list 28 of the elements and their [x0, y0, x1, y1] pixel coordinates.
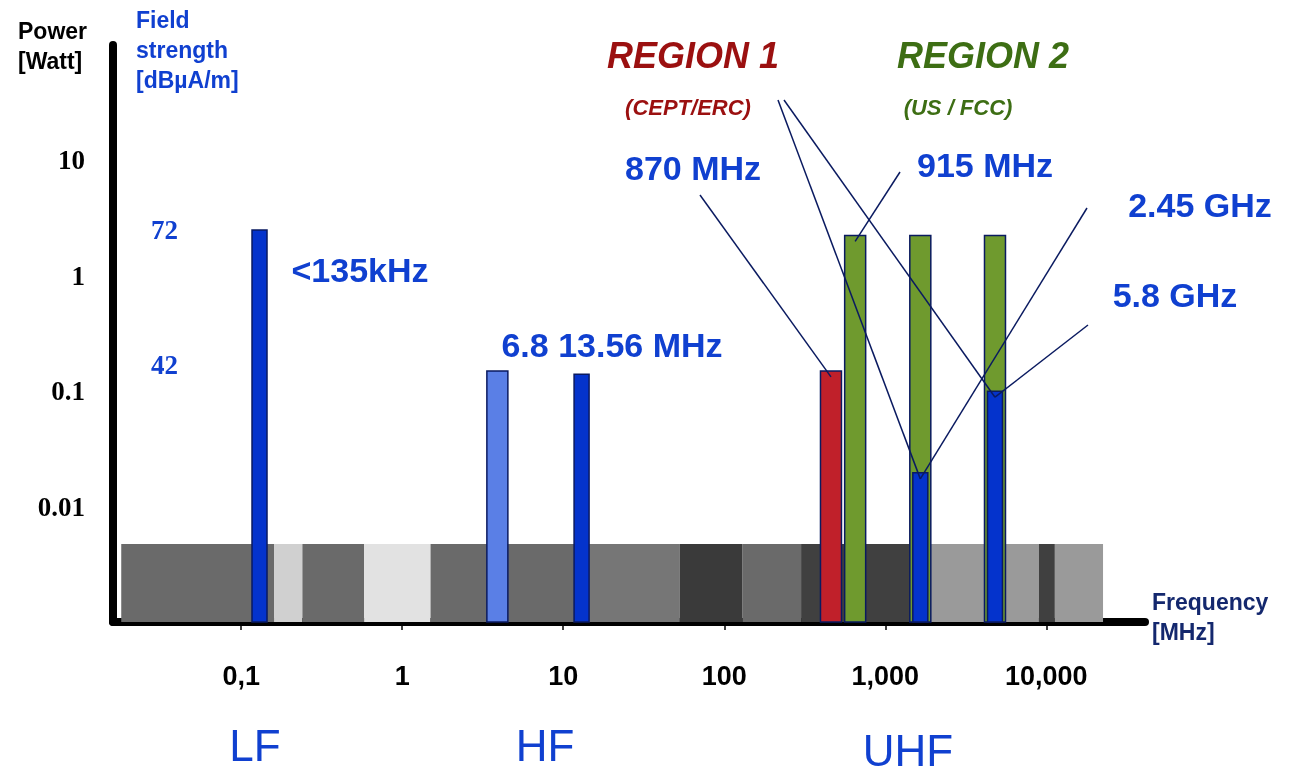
annotation: 2.45 GHz: [1128, 186, 1272, 224]
annotation: REGION 2: [896, 34, 1070, 76]
annotation: <135kHz: [291, 250, 429, 289]
y-tick-label: 0.01: [37, 491, 85, 522]
x-tick-label: 10: [548, 660, 579, 691]
y2-tick-label: 42: [151, 350, 178, 381]
x-tick-label: 100: [701, 660, 747, 691]
text: LF: [229, 720, 281, 770]
annotation: 915 MHz: [916, 146, 1054, 184]
text: UHF: [862, 725, 954, 773]
annotation: (US / FCC): [903, 94, 1013, 120]
text: HF: [515, 720, 575, 770]
annotation: 6.8 13.56 MHz: [501, 326, 723, 364]
x-tick-label: 1,000: [851, 660, 920, 691]
annotation: REGION 1: [606, 34, 780, 76]
x-axis-title: Frequency [MHz]: [1152, 589, 1275, 645]
y-tick-label: 1: [71, 260, 85, 291]
x-tick-label: 1: [394, 660, 410, 691]
annotation: 5.8 GHz: [1112, 276, 1238, 314]
x-tick-label: 10,000: [1005, 660, 1088, 691]
y-axis-title: Power [Watt]: [18, 18, 94, 74]
y-tick-label: 10: [58, 145, 85, 176]
y-tick-label: 0.1: [51, 376, 85, 407]
annotation: (CEPT/ERC): [625, 94, 751, 120]
y2-axis-title: Field strength [dBµA/m]: [136, 7, 239, 93]
x-tick-label: 0,1: [222, 660, 260, 691]
annotation: 870 MHz: [624, 149, 762, 187]
y2-tick-label: 72: [151, 214, 178, 245]
